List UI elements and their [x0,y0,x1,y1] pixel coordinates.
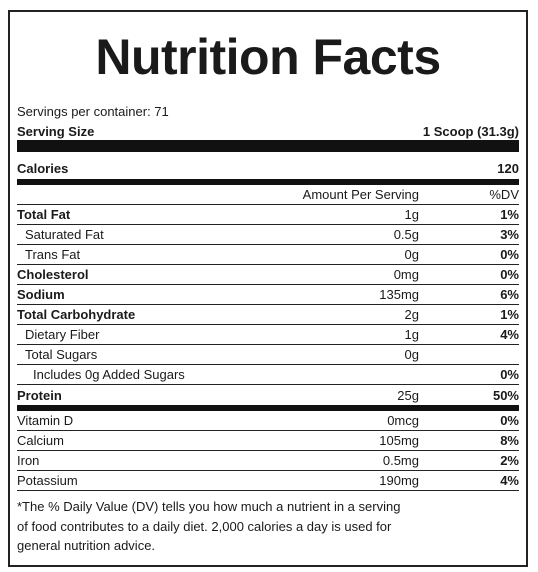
serving-size-row: Serving Size 1 Scoop (31.3g) [17,121,519,141]
nutrient-amount: 1g [404,327,419,342]
nutrient-amount: 2g [404,307,419,322]
nutrient-dv: 0% [500,267,519,282]
header-row: Amount Per Serving %DV [17,185,519,205]
nutrient-row: Calcium 105mg 8% [17,431,519,451]
nutrient-name: Sodium [17,287,65,302]
footnote-line: *The % Daily Value (DV) tells you how mu… [17,499,401,514]
nutrient-amount: 0.5g [393,227,419,242]
nutrient-name: Cholesterol [17,267,89,282]
nutrient-row: Iron 0.5mg 2% [17,451,519,471]
nutrient-dv: 4% [500,473,519,488]
nutrient-name: Total Carbohydrate [17,307,136,322]
footnote: *The % Daily Value (DV) tells you how mu… [17,491,519,556]
nutrient-dv: 50% [492,387,519,403]
nutrient-amount: 105mg [379,433,419,448]
calories-value: 120 [497,161,519,176]
nutrient-amount: 0g [404,347,419,362]
nutrient-row: Vitamin D 0mcg 0% [17,411,519,431]
nutrient-amount: 0.5mg [382,453,419,468]
header-dv: %DV [489,187,519,202]
nutrient-dv: 2% [500,453,519,468]
nutrient-dv: 0% [500,413,519,428]
serving-size-value: 1 Scoop (31.3g) [422,123,519,139]
nutrient-dv: 0% [500,367,519,382]
nutrient-dv: 0% [500,247,519,262]
nutrient-amount: 0mg [393,267,419,282]
header-amount: Amount Per Serving [302,187,419,202]
nutrient-name: Potassium [17,473,78,488]
calories-label: Calories [17,161,69,176]
nutrient-amount: 135mg [379,287,419,302]
nutrient-dv: 1% [500,307,519,322]
nutrient-name: Protein [17,387,62,403]
nutrient-row: Trans Fat 0g 0% [17,245,519,265]
footnote-line: of food contributes to a daily diet. 2,0… [17,518,392,534]
nutrient-row: Total Sugars 0g [17,345,519,365]
nutrient-name: Total Sugars [25,347,98,362]
medium-rule [17,405,519,411]
nutrient-row: Sodium 135mg 6% [17,285,519,305]
nutrient-name: Dietary Fiber [25,327,100,342]
nutrient-row: Saturated Fat 0.5g 3% [17,225,519,245]
nutrient-dv: 6% [500,287,519,302]
nutrient-name: Vitamin D [17,413,74,428]
nutrient-row: Cholesterol 0mg 0% [17,265,519,285]
nutrient-amount: 190mg [379,473,419,488]
medium-rule [17,179,519,185]
nutrient-amount: 25g [397,387,419,403]
title: Nutrition Facts [95,29,441,85]
footnote-line: general nutrition advice. [17,538,156,553]
nutrient-dv: 8% [500,433,519,448]
nutrient-name: Trans Fat [25,247,81,262]
nutrient-name: Iron [17,453,40,468]
nutrient-row: Protein 25g 50% [17,385,519,405]
nutrient-row: Total Carbohydrate 2g 1% [17,305,519,325]
nutrient-dv: 4% [500,327,519,342]
thick-rule [17,140,519,152]
servings: Servings per container: 71 [17,104,169,119]
nutrient-dv: 1% [500,207,519,222]
nutrient-row: Total Fat 1g 1% [17,205,519,225]
nutrient-amount: 0mcg [387,413,419,428]
nutrient-row: Includes 0g Added Sugars 0% [17,365,519,385]
serving-size-label: Serving Size [17,123,95,139]
nutrient-name: Saturated Fat [25,227,104,242]
label-inner: Nutrition Facts Servings per container: … [17,12,519,556]
nutrition-label: Nutrition Facts Servings per container: … [8,10,528,567]
nutrient-dv: 3% [500,227,519,242]
nutrient-name: Includes 0g Added Sugars [33,367,185,382]
nutrient-row: Potassium 190mg 4% [17,471,519,491]
calories-row: Calories 120 [17,152,519,179]
nutrient-row: Dietary Fiber 1g 4% [17,325,519,345]
nutrient-name: Total Fat [17,207,71,222]
nutrient-amount: 1g [404,207,419,222]
nutrient-amount: 0g [404,247,419,262]
nutrient-name: Calcium [17,433,64,448]
